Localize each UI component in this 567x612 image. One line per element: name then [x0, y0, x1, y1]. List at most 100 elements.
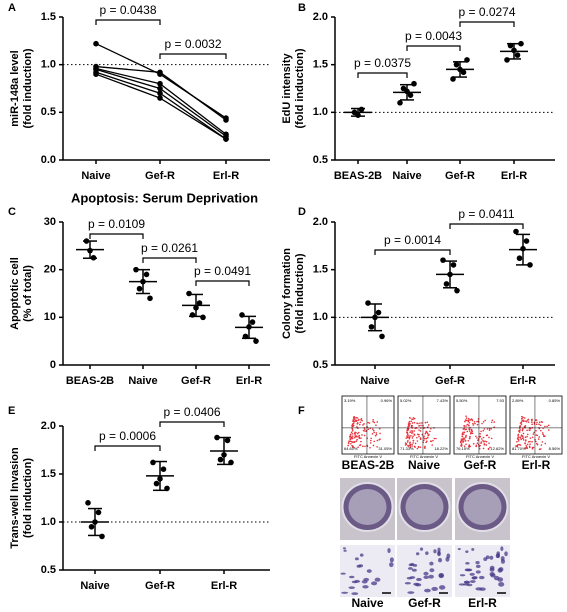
flow-event [419, 446, 422, 448]
p-value: p = 0.0411 [458, 207, 514, 221]
flow-event [472, 442, 475, 445]
flow-event [524, 436, 527, 439]
point [453, 61, 460, 68]
x-tick-label: BEAS-2B [66, 375, 114, 387]
flow-event [518, 443, 521, 446]
quadrant-value: 7.43% [437, 398, 449, 403]
flow-event [412, 439, 415, 442]
flow-label: BEAS-2B [342, 458, 395, 472]
flow-event [461, 432, 464, 435]
flow-event [541, 432, 544, 434]
flow-event [354, 418, 356, 421]
flow-event [372, 429, 375, 432]
cell [465, 561, 470, 565]
cell [496, 553, 501, 558]
flow-event [542, 433, 544, 436]
flow-event [412, 435, 414, 437]
flow-event [370, 437, 372, 440]
flow-event [429, 440, 432, 442]
flow-event [407, 439, 409, 442]
flow-event [431, 444, 433, 446]
flow-event [540, 444, 543, 446]
flow-event [519, 437, 522, 439]
flow-event [363, 423, 365, 425]
flow-event [369, 442, 372, 444]
flow-event [547, 429, 550, 431]
p-value: p = 0.0375 [354, 56, 411, 70]
flow-event [470, 418, 473, 420]
flow-event [544, 425, 546, 428]
flow-event [469, 435, 471, 438]
flow-event [463, 445, 466, 447]
flow-event [537, 438, 540, 440]
cell [351, 592, 359, 595]
flow-event [471, 419, 474, 422]
flow-event [429, 430, 431, 433]
flow-plot [453, 395, 507, 455]
y-axis-label: Colony formation [281, 248, 293, 339]
flow-event [538, 448, 541, 451]
y-tick-label: 1.0 [313, 106, 328, 118]
flow-event [418, 433, 420, 436]
flow-event [531, 423, 533, 426]
point [523, 238, 530, 244]
flow-event [356, 417, 359, 419]
cell [366, 569, 372, 573]
p-value: p = 0.0261 [141, 241, 198, 255]
cell [489, 555, 494, 560]
flow-label: Gef-R [464, 458, 497, 472]
flow-event [469, 419, 471, 421]
error-bar [351, 107, 365, 117]
y-tick-label: 1.0 [41, 59, 56, 71]
point [365, 300, 371, 306]
cell [429, 561, 434, 566]
flow-event [350, 431, 353, 434]
cell [465, 568, 471, 572]
flow-event [464, 440, 467, 442]
flow-event [476, 437, 478, 439]
flow-event [543, 434, 545, 437]
flow-event [416, 436, 418, 439]
micro-label: Gef-R [408, 596, 441, 610]
cell [371, 581, 378, 586]
flow-event [485, 434, 488, 437]
cell [428, 574, 434, 579]
point [196, 300, 203, 306]
flow-event [407, 444, 409, 447]
flow-event [515, 445, 517, 447]
error-bar [153, 460, 167, 492]
point [504, 57, 510, 63]
comparison-bracket [95, 19, 161, 25]
flow-event [484, 440, 486, 442]
flow-event [480, 430, 482, 433]
flow-event [353, 436, 356, 439]
flow-event [359, 444, 362, 446]
x-tick-label: Naive [80, 580, 109, 592]
quadrant-value: 7.93 [496, 398, 505, 403]
y-tick-label: 0.5 [313, 154, 328, 166]
point [223, 136, 229, 142]
cell [389, 557, 394, 563]
flow-event [493, 421, 496, 423]
error-bar [242, 315, 256, 340]
point [95, 509, 102, 516]
flow-event [411, 418, 413, 420]
flow-event [409, 431, 411, 434]
x-tick-label: Erl-R [213, 170, 239, 182]
panel-label: E [8, 405, 15, 417]
flow-event [413, 445, 416, 448]
flow-event [413, 434, 416, 436]
flow-event [427, 424, 430, 426]
flow-event [408, 420, 411, 423]
x-tick-label: BEAS-2B [334, 170, 382, 182]
cell [438, 585, 446, 590]
flow-event [411, 425, 414, 427]
flow-event [484, 419, 486, 422]
flow-event [490, 421, 493, 424]
panel-label: C [8, 206, 16, 218]
point [186, 290, 192, 297]
flow-event [477, 439, 479, 442]
flow-event [351, 430, 354, 432]
flow-event [541, 441, 544, 443]
flow-event [408, 437, 411, 440]
